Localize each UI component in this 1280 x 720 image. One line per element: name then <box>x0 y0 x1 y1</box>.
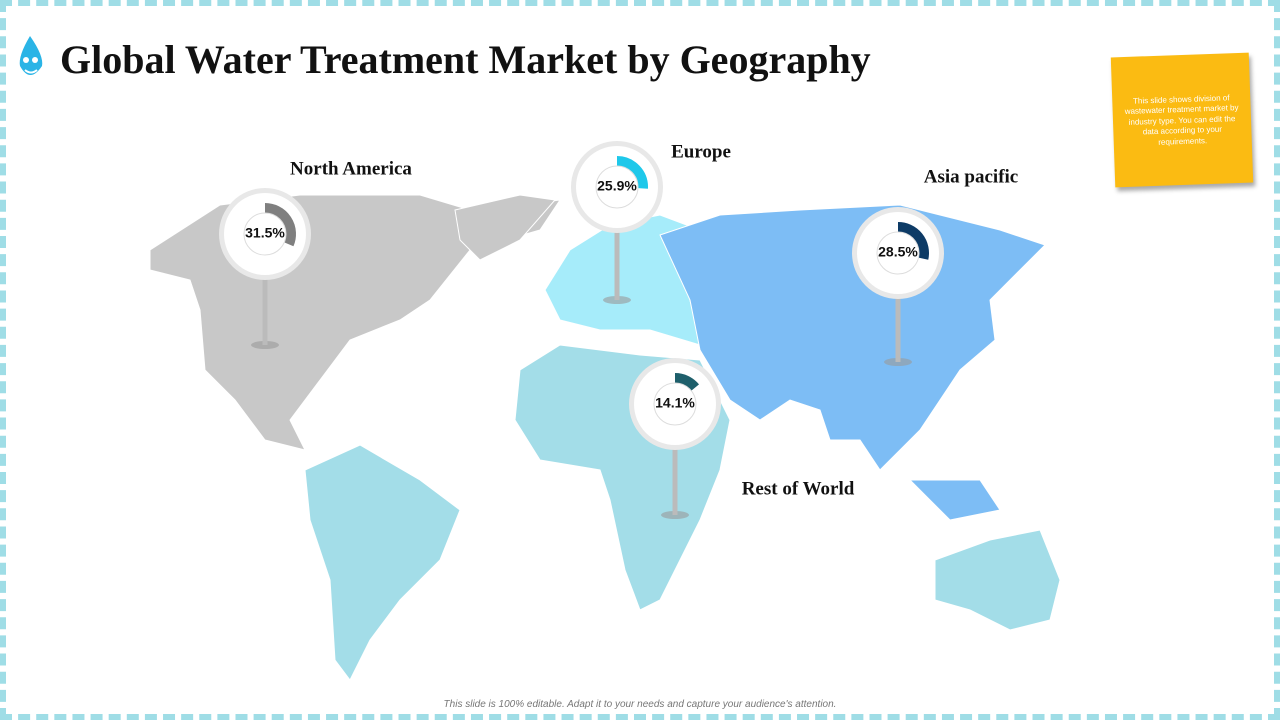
donut-center <box>876 231 920 275</box>
pin: 28.5% <box>852 207 944 366</box>
value-label: 28.5% <box>878 244 918 260</box>
continent <box>304 444 461 681</box>
donut-center <box>653 382 697 426</box>
donut-center <box>595 165 639 209</box>
mascot <box>19 36 43 75</box>
donut-arc <box>674 373 700 391</box>
footer: This slide is 100% editable. Adapt it to… <box>443 699 837 710</box>
pin-needle <box>262 274 268 345</box>
continent <box>659 204 1046 471</box>
region-label: Asia pacific <box>924 166 1018 187</box>
donut-arc <box>897 222 929 260</box>
donut-center <box>243 212 287 256</box>
continent <box>934 529 1061 631</box>
value-label: 31.5% <box>245 225 285 241</box>
value-label: 25.9% <box>597 178 637 194</box>
continent <box>454 194 556 261</box>
pin-needle <box>672 444 678 515</box>
value-label: 14.1% <box>655 395 695 411</box>
donut-arc <box>264 203 296 247</box>
region-label: North America <box>290 158 412 179</box>
pins: 31.5% North America 25.9% Europe 28.5% Asia p… <box>219 141 1018 519</box>
sticky-note: This slide shows division of wastewater … <box>1110 52 1254 188</box>
pin: 14.1% <box>629 358 721 519</box>
pin: 31.5% <box>219 188 311 349</box>
pin-needle <box>895 293 901 362</box>
continent <box>908 479 1001 521</box>
pin: 25.9% <box>571 141 663 304</box>
pin-needle <box>614 227 620 300</box>
region-label: Rest of World <box>742 478 855 499</box>
donut-arc <box>616 156 648 189</box>
region-label: Europe <box>671 141 731 162</box>
title: Global Water Treatment Market by Geograp… <box>60 37 871 82</box>
